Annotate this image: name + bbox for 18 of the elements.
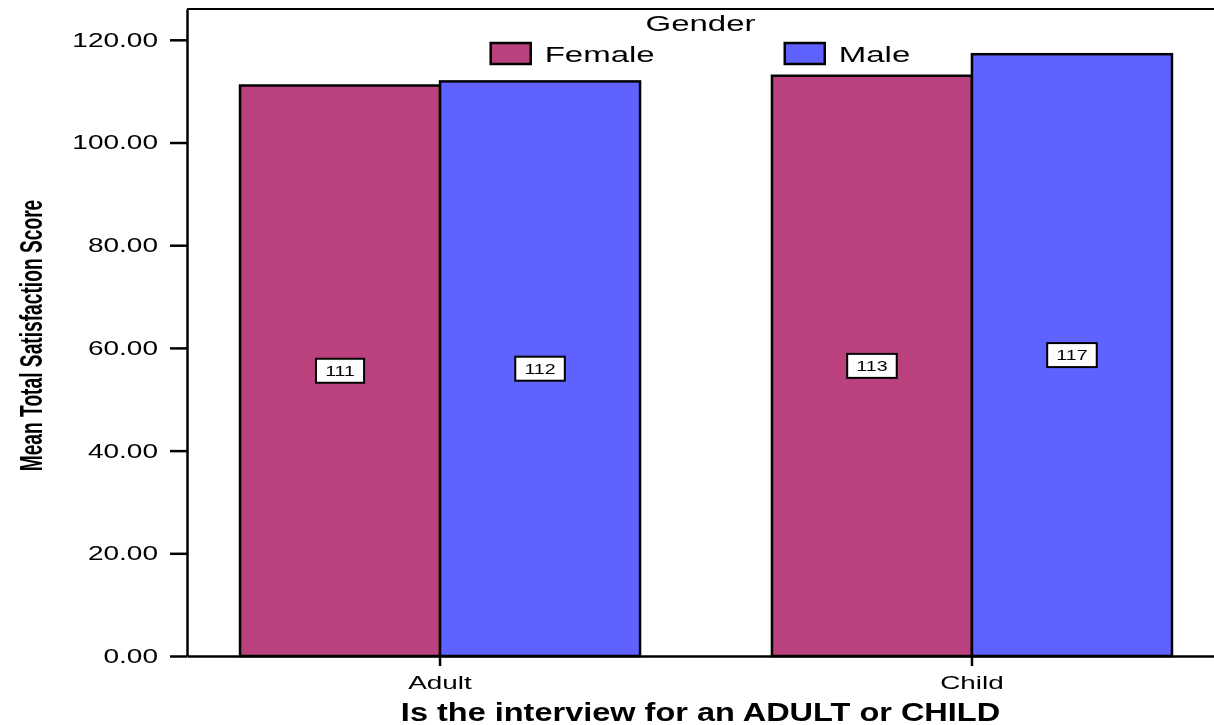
y-tick-label: 0.00 [103, 644, 158, 668]
data-label: 117 [1056, 347, 1088, 364]
data-label: 112 [524, 361, 556, 377]
legend-label: Male [838, 42, 911, 67]
x-tick-label: Adult [408, 672, 473, 693]
legend-label: Female [544, 42, 655, 67]
data-label: 111 [325, 363, 355, 380]
y-tick-label: 100.00 [72, 131, 158, 154]
y-tick-label: 20.00 [87, 542, 158, 565]
y-tick-label: 60.00 [87, 336, 158, 359]
y-tick-label: 120.00 [72, 28, 158, 51]
y-axis-title: Mean Total Satisfaction Score [12, 199, 50, 472]
legend-title: Gender [645, 11, 756, 36]
x-axis-title: Is the interview for an ADULT or CHILD [400, 698, 1001, 725]
y-tick-label: 80.00 [87, 234, 158, 257]
y-tick-label: 40.00 [87, 439, 158, 462]
x-tick-label: Child [940, 672, 1004, 693]
data-label: 113 [856, 358, 888, 375]
